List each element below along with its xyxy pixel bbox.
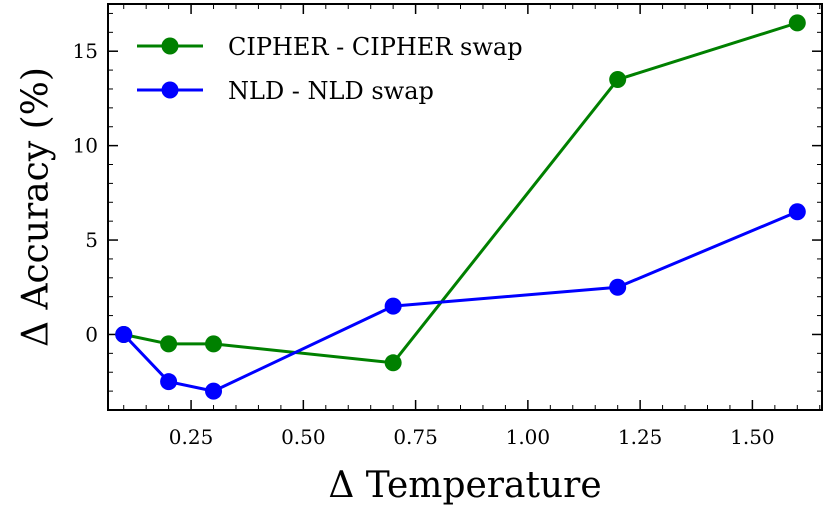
x-tick-label: 0.50 [281, 425, 326, 449]
legend-item: CIPHER - CIPHER swap [137, 33, 523, 61]
legend-label: CIPHER - CIPHER swap [228, 33, 523, 61]
x-tick-label: 1.00 [506, 425, 551, 449]
x-axis-title: Δ Temperature [328, 465, 601, 506]
data-point [205, 382, 223, 400]
series-nld [115, 203, 806, 400]
data-point [205, 335, 223, 353]
data-point [609, 278, 627, 296]
y-tick-label: 5 [85, 228, 98, 252]
y-axis-title: Δ Accuracy (%) [16, 67, 57, 347]
legend: CIPHER - CIPHER swap NLD - NLD swap [137, 33, 523, 105]
data-point [115, 325, 133, 343]
legend-item: NLD - NLD swap [137, 77, 434, 105]
data-point [384, 297, 402, 315]
data-point [788, 14, 806, 32]
y-tick-label: 10 [73, 134, 98, 158]
y-tick-label: 15 [73, 39, 98, 63]
series-cipher [115, 14, 806, 372]
data-point [609, 71, 627, 89]
data-point [788, 203, 806, 221]
legend-label: NLD - NLD swap [228, 77, 434, 105]
x-tick-label: 1.25 [618, 425, 663, 449]
series-layer [115, 14, 806, 400]
series-line [123, 21, 798, 365]
data-point [384, 354, 402, 372]
major-ticks [108, 4, 822, 410]
x-tick-label: 0.25 [169, 425, 214, 449]
legend-swatch-marker [161, 37, 179, 55]
plot-frame [107, 3, 823, 411]
data-point [160, 335, 178, 353]
legend-swatch-marker [161, 81, 179, 99]
x-tick-label: 0.75 [393, 425, 438, 449]
x-tick-label: 1.50 [730, 425, 775, 449]
y-tick-labels: 0 5 10 15 [73, 39, 98, 346]
y-tick-label: 0 [85, 322, 98, 346]
series-line [122, 210, 798, 393]
data-point [160, 373, 178, 391]
x-tick-labels: 0.25 0.50 0.75 1.00 1.25 1.50 [169, 425, 775, 449]
